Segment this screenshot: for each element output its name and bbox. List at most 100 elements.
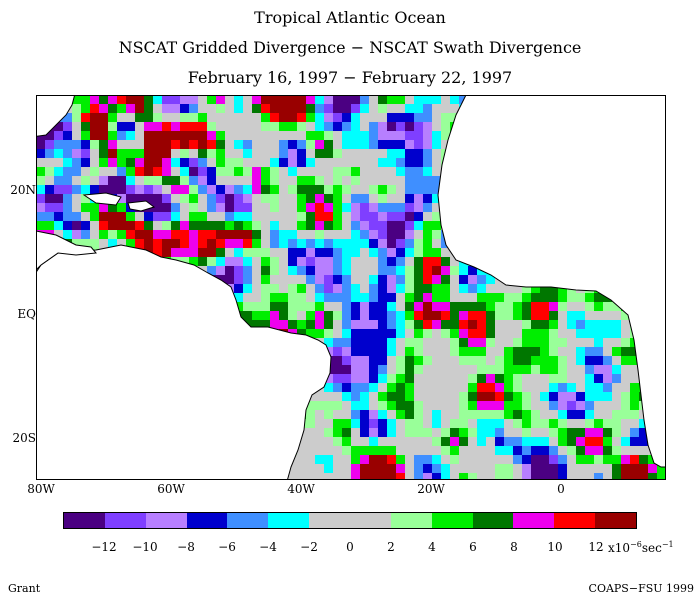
divergence-cell (405, 329, 415, 339)
divergence-cell (63, 131, 73, 141)
divergence-cell (180, 257, 190, 267)
divergence-cell (261, 293, 271, 303)
divergence-cell (477, 464, 487, 474)
divergence-cell (171, 221, 181, 231)
divergence-cell (396, 266, 406, 276)
divergence-cell (396, 383, 406, 393)
divergence-cell (360, 320, 370, 330)
divergence-cell (522, 419, 532, 429)
divergence-cell (504, 284, 514, 294)
divergence-cell (414, 203, 424, 213)
divergence-cell (99, 185, 109, 195)
divergence-cell (594, 401, 604, 411)
divergence-cell (468, 347, 478, 357)
divergence-cell (360, 95, 370, 105)
divergence-cell (90, 113, 100, 123)
divergence-cell (378, 275, 388, 285)
divergence-cell (423, 320, 433, 330)
divergence-cell (90, 104, 100, 114)
divergence-cell (261, 194, 271, 204)
divergence-cell (459, 410, 469, 420)
divergence-cell (513, 383, 523, 393)
divergence-cell (333, 383, 343, 393)
divergence-cell (288, 293, 298, 303)
divergence-cell (603, 320, 613, 330)
divergence-cell (477, 401, 487, 411)
divergence-cell (81, 221, 91, 231)
divergence-cell (63, 149, 73, 159)
divergence-cell (324, 473, 334, 480)
divergence-cell (513, 347, 523, 357)
divergence-cell (396, 374, 406, 384)
divergence-cell (81, 239, 91, 249)
divergence-cell (585, 392, 595, 402)
divergence-cell (252, 104, 262, 114)
divergence-cell (387, 176, 397, 186)
divergence-cell (360, 113, 370, 123)
divergence-cell (396, 248, 406, 258)
divergence-cell (630, 392, 640, 402)
divergence-cell (306, 446, 316, 456)
divergence-cell (45, 158, 55, 168)
divergence-cell (423, 275, 433, 285)
divergence-cell (342, 428, 352, 438)
divergence-cell (162, 212, 172, 222)
divergence-cell (405, 203, 415, 213)
divergence-cell (90, 131, 100, 141)
divergence-cell (45, 185, 55, 195)
divergence-cell (477, 275, 487, 285)
divergence-cell (279, 266, 289, 276)
divergence-cell (414, 338, 424, 348)
divergence-cell (180, 167, 190, 177)
divergence-cell (252, 320, 262, 330)
divergence-cell (432, 410, 442, 420)
divergence-cell (333, 338, 343, 348)
divergence-cell (81, 131, 91, 141)
divergence-cell (567, 347, 577, 357)
divergence-cell (369, 392, 379, 402)
divergence-cell (450, 347, 460, 357)
divergence-cell (207, 230, 217, 240)
divergence-cell (108, 212, 118, 222)
divergence-cell (243, 149, 253, 159)
divergence-cell (126, 230, 136, 240)
divergence-cell (378, 347, 388, 357)
divergence-cell (135, 176, 145, 186)
divergence-cell (576, 302, 586, 312)
divergence-cell (324, 158, 334, 168)
divergence-cell (216, 104, 226, 114)
divergence-cell (162, 194, 172, 204)
divergence-cell (198, 158, 208, 168)
divergence-cell (144, 113, 154, 123)
divergence-cell (459, 437, 469, 447)
divergence-cell (342, 122, 352, 132)
colorbar-swatch (186, 513, 228, 528)
divergence-cell (279, 113, 289, 123)
divergence-cell (414, 347, 424, 357)
divergence-cell (90, 158, 100, 168)
divergence-cell (369, 275, 379, 285)
divergence-cell (621, 428, 631, 438)
divergence-cell (306, 194, 316, 204)
divergence-cell (558, 437, 568, 447)
divergence-cell (234, 221, 244, 231)
divergence-cell (576, 419, 586, 429)
divergence-cell (468, 428, 478, 438)
divergence-cell (315, 473, 325, 480)
divergence-cell (288, 473, 298, 480)
divergence-cell (522, 383, 532, 393)
divergence-cell (288, 464, 298, 474)
divergence-cell (396, 365, 406, 375)
divergence-cell (486, 320, 496, 330)
divergence-cell (288, 275, 298, 285)
divergence-cell (189, 185, 199, 195)
divergence-cell (423, 473, 433, 480)
divergence-cell (171, 176, 181, 186)
divergence-cell (369, 356, 379, 366)
divergence-cell (486, 347, 496, 357)
divergence-cell (306, 437, 316, 447)
divergence-cell (306, 95, 316, 105)
divergence-cell (504, 329, 514, 339)
divergence-cell (621, 455, 631, 465)
divergence-cell (405, 257, 415, 267)
